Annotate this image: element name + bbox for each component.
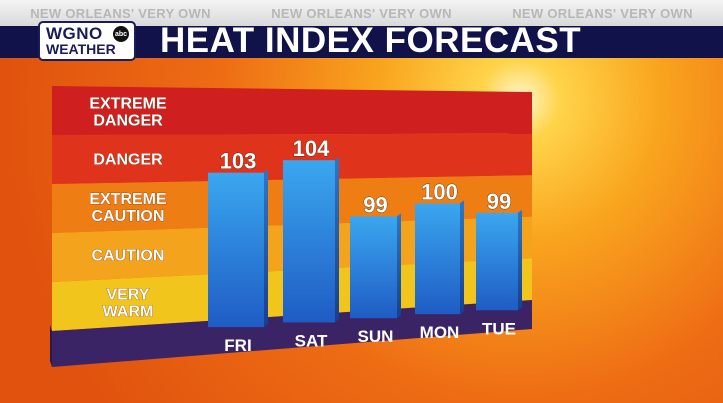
band-label: CAUTION	[92, 247, 165, 264]
category-label: SUN	[358, 327, 394, 346]
band-4	[52, 86, 532, 135]
bar-fri	[208, 172, 264, 328]
band-label: WARM	[103, 304, 154, 321]
category-label: MON	[420, 323, 460, 342]
category-label: FRI	[224, 336, 251, 355]
bar-side-mon	[460, 200, 464, 315]
band-label: DANGER	[93, 152, 163, 169]
band-label: EXTREME	[89, 191, 167, 208]
bar-value-label: 103	[220, 149, 257, 174]
bar-tue	[476, 212, 518, 311]
logo-call-letters: WGNO	[46, 24, 103, 43]
band-label: DANGER	[93, 112, 163, 129]
band-label: VERY	[107, 287, 150, 304]
bar-sun	[350, 216, 397, 319]
bar-value-label: 99	[363, 192, 387, 217]
band-label: CAUTION	[92, 208, 165, 225]
bar-sat	[283, 160, 335, 323]
chart-base	[52, 300, 532, 367]
category-label: SAT	[295, 331, 328, 350]
bar-side-fri	[264, 169, 268, 328]
bar-value-label: 104	[293, 136, 330, 161]
station-logo: WGNO WEATHER abc	[38, 21, 136, 61]
band-label: EXTREME	[89, 95, 167, 112]
bar-value-label: 100	[421, 179, 458, 204]
bar-mon	[415, 203, 460, 315]
bar-value-label: 99	[487, 189, 511, 214]
band-3	[52, 133, 532, 184]
ticker-text: NEW ORLEANS' VERY OWN	[271, 5, 452, 21]
ticker-text: NEW ORLEANS' VERY OWN	[512, 5, 693, 21]
ticker-text: NEW ORLEANS' VERY OWN	[30, 5, 211, 21]
logo-subtitle: WEATHER	[46, 41, 116, 57]
bar-side-tue	[518, 209, 522, 311]
chart-base-edge	[50, 325, 52, 367]
bar-side-sun	[397, 213, 401, 319]
category-label: TUE	[482, 319, 516, 338]
network-logo-icon: abc	[113, 26, 129, 42]
page-title: HEAT INDEX FORECAST	[160, 21, 582, 60]
bar-side-sat	[335, 157, 339, 323]
